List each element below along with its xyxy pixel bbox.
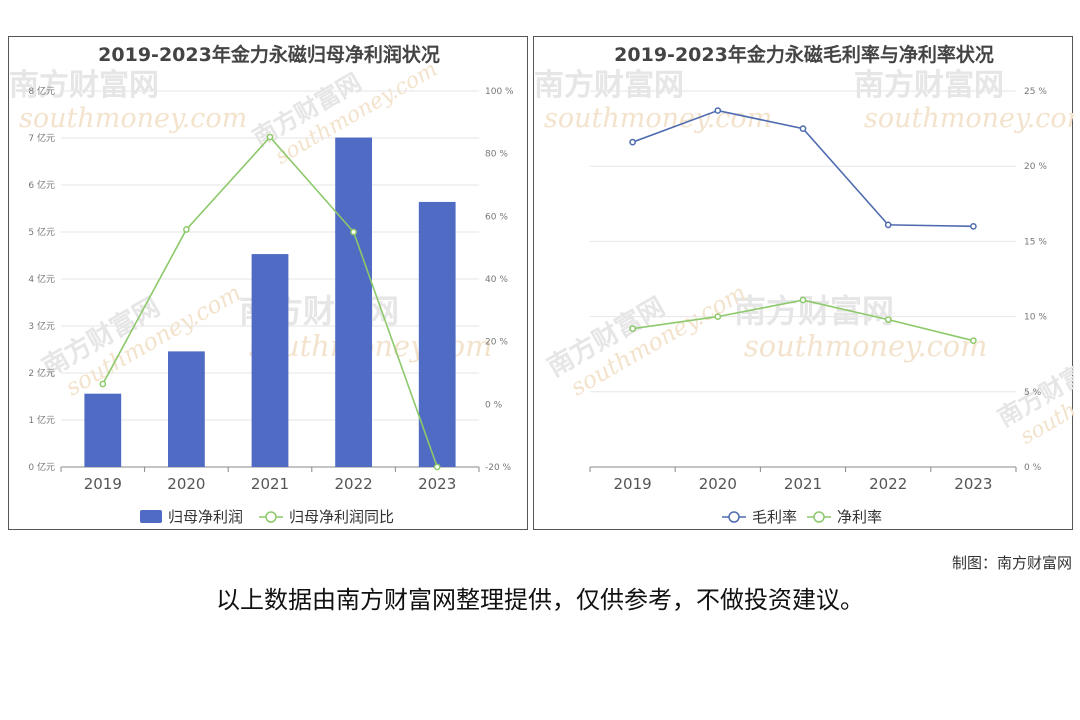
watermark-cn: 南方财富网 (734, 292, 894, 330)
chart-title: 2019-2023年金力永磁毛利率与净利率状况 (614, 43, 994, 66)
legend-marker-gross (728, 511, 740, 523)
x-tick-label: 2021 (251, 475, 289, 493)
watermark-en: southmoney.com (19, 103, 247, 134)
y-right-tick-label: 100 % (485, 87, 514, 97)
point-1-2021 (799, 296, 807, 304)
x-tick-label: 2019 (84, 475, 122, 493)
y-right-tick-label: 10 % (1024, 313, 1047, 323)
legend-label-net: 净利率 (837, 508, 882, 526)
point-yoy-2021 (266, 133, 274, 141)
legend-marker-line (265, 511, 277, 523)
point-0-2020 (714, 107, 722, 114)
y-left-tick-label: 3 亿元 (28, 320, 55, 332)
watermark-en: southmoney.com (744, 329, 987, 363)
y-left-tick-label: 4 亿元 (28, 273, 55, 285)
net-profit-chart: 南方财富网southmoney.com南方财富网southmoney.com南方… (9, 43, 514, 526)
y-right-tick-label: 20 % (1024, 162, 1047, 172)
y-right-tick-label: -20 % (485, 463, 512, 473)
watermark-en: southmoney.com (544, 103, 772, 134)
x-tick-label: 2022 (335, 475, 373, 493)
bar-2021 (251, 254, 289, 467)
legend-label-line: 归母净利润同比 (289, 508, 394, 526)
legend-label-bar: 归母净利润 (168, 508, 243, 526)
point-1-2023 (970, 337, 977, 345)
legend-label-gross: 毛利率 (752, 508, 797, 526)
y-left-tick-label: 2 亿元 (28, 367, 55, 379)
point-0-2022 (884, 221, 892, 229)
watermark-cn: 南方财富网 (854, 68, 1004, 103)
point-1-2022 (884, 316, 892, 323)
chart-title: 2019-2023年金力永磁归母净利润状况 (98, 43, 440, 66)
y-right-tick-label: 0 % (485, 400, 503, 410)
y-left-tick-label: 8 亿元 (28, 85, 55, 97)
y-left-tick-label: 7 亿元 (28, 132, 55, 144)
y-right-tick-label: 40 % (485, 275, 508, 285)
point-yoy-2019 (99, 380, 107, 388)
y-right-tick-label: 0 % (1024, 463, 1042, 473)
margin-chart: 南方财富网southmoney.com南方财富网southmoney.com南方… (534, 43, 1074, 526)
y-left-tick-label: 6 亿元 (28, 179, 55, 191)
x-tick-label: 2022 (869, 475, 907, 493)
disclaimer-text: 以上数据由南方财富网整理提供，仅供参考，不做投资建议。 (216, 586, 864, 614)
legend-swatch-bar (140, 510, 162, 523)
x-tick-label: 2019 (614, 475, 652, 493)
point-1-2019 (629, 325, 636, 332)
bar-2020 (168, 351, 205, 467)
y-left-tick-label: 1 亿元 (28, 414, 55, 426)
bar-2023 (418, 201, 456, 468)
point-0-2019 (629, 138, 636, 146)
y-right-tick-label: 60 % (485, 212, 508, 222)
x-tick-label: 2023 (418, 475, 456, 493)
point-yoy-2020 (183, 226, 190, 233)
y-left-tick-label: 0 亿元 (28, 461, 55, 473)
y-right-tick-label: 5 % (1024, 388, 1042, 398)
point-0-2021 (799, 125, 807, 132)
bar-2022 (335, 137, 372, 467)
x-tick-label: 2021 (784, 475, 822, 493)
y-right-tick-label: 20 % (485, 338, 508, 348)
y-right-tick-label: 80 % (485, 150, 508, 160)
chart-credit: 制图：南方财富网 (951, 554, 1072, 572)
x-tick-label: 2020 (699, 475, 737, 493)
point-0-2023 (970, 223, 977, 230)
point-yoy-2022 (350, 228, 357, 236)
net-profit-chart-panel: 南方财富网southmoney.com南方财富网southmoney.com南方… (8, 36, 528, 530)
margin-chart-panel: 南方财富网 southmoney.com 南方财富网 southmoney.com 南方… (533, 36, 1074, 530)
y-right-tick-label: 25 % (1024, 87, 1047, 97)
x-tick-label: 2020 (167, 475, 205, 493)
x-tick-label: 2023 (954, 475, 992, 493)
point-1-2020 (714, 313, 722, 320)
y-left-tick-label: 5 亿元 (28, 226, 55, 238)
watermark-cn: 南方财富网 (534, 68, 684, 103)
watermark-cn: 南方财富网 (9, 68, 159, 103)
bar-2019 (84, 393, 122, 467)
legend-marker-net (813, 511, 825, 523)
point-yoy-2023 (433, 463, 441, 471)
watermark-en: southmoney.com (864, 103, 1074, 134)
y-right-tick-label: 15 % (1024, 237, 1047, 247)
